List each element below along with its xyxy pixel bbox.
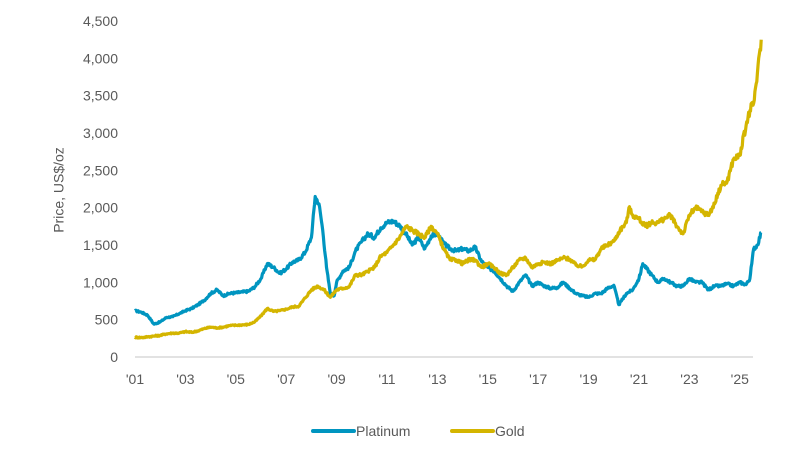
x-axis-ticks: '01 '03 '05 '07 '09 '11 '13 '15 '17 '19 '21 '23 '25 [126, 371, 749, 387]
y-tick-label: 3,000 [83, 125, 118, 141]
x-tick-label: '05 [227, 371, 245, 387]
x-tick-label: '03 [176, 371, 194, 387]
x-tick-label: '25 [731, 371, 749, 387]
x-tick-label: '15 [479, 371, 497, 387]
x-tick-label: '13 [428, 371, 446, 387]
x-tick-label: '21 [630, 371, 648, 387]
legend-label-gold: Gold [495, 423, 525, 439]
y-tick-label: 0 [110, 349, 118, 365]
series-lines [133, 39, 763, 340]
y-axis-ticks: 0 500 1,000 1,500 2,000 2,500 3,000 3,500 4,000 4… [83, 13, 118, 365]
y-axis-title: Price, US$/oz [51, 147, 67, 233]
y-tick-label: 3,500 [83, 88, 118, 104]
series-line-platinum [133, 194, 763, 326]
x-tick-label: '11 [378, 371, 395, 387]
y-tick-label: 4,000 [83, 50, 118, 66]
legend-label-platinum: Platinum [356, 423, 410, 439]
x-tick-label: '23 [680, 371, 698, 387]
y-tick-label: 500 [95, 312, 119, 328]
y-tick-label: 1,000 [83, 274, 118, 290]
x-tick-label: '07 [277, 371, 295, 387]
series-line-gold [133, 39, 763, 340]
x-tick-label: '17 [529, 371, 547, 387]
y-tick-label: 4,500 [83, 13, 118, 29]
y-tick-label: 1,500 [83, 237, 118, 253]
legend: Platinum Gold [311, 423, 525, 439]
x-tick-label: '19 [579, 371, 597, 387]
x-tick-label: '09 [327, 371, 345, 387]
x-tick-label: '01 [126, 371, 144, 387]
y-tick-label: 2,000 [83, 200, 118, 216]
y-tick-label: 2,500 [83, 162, 118, 178]
